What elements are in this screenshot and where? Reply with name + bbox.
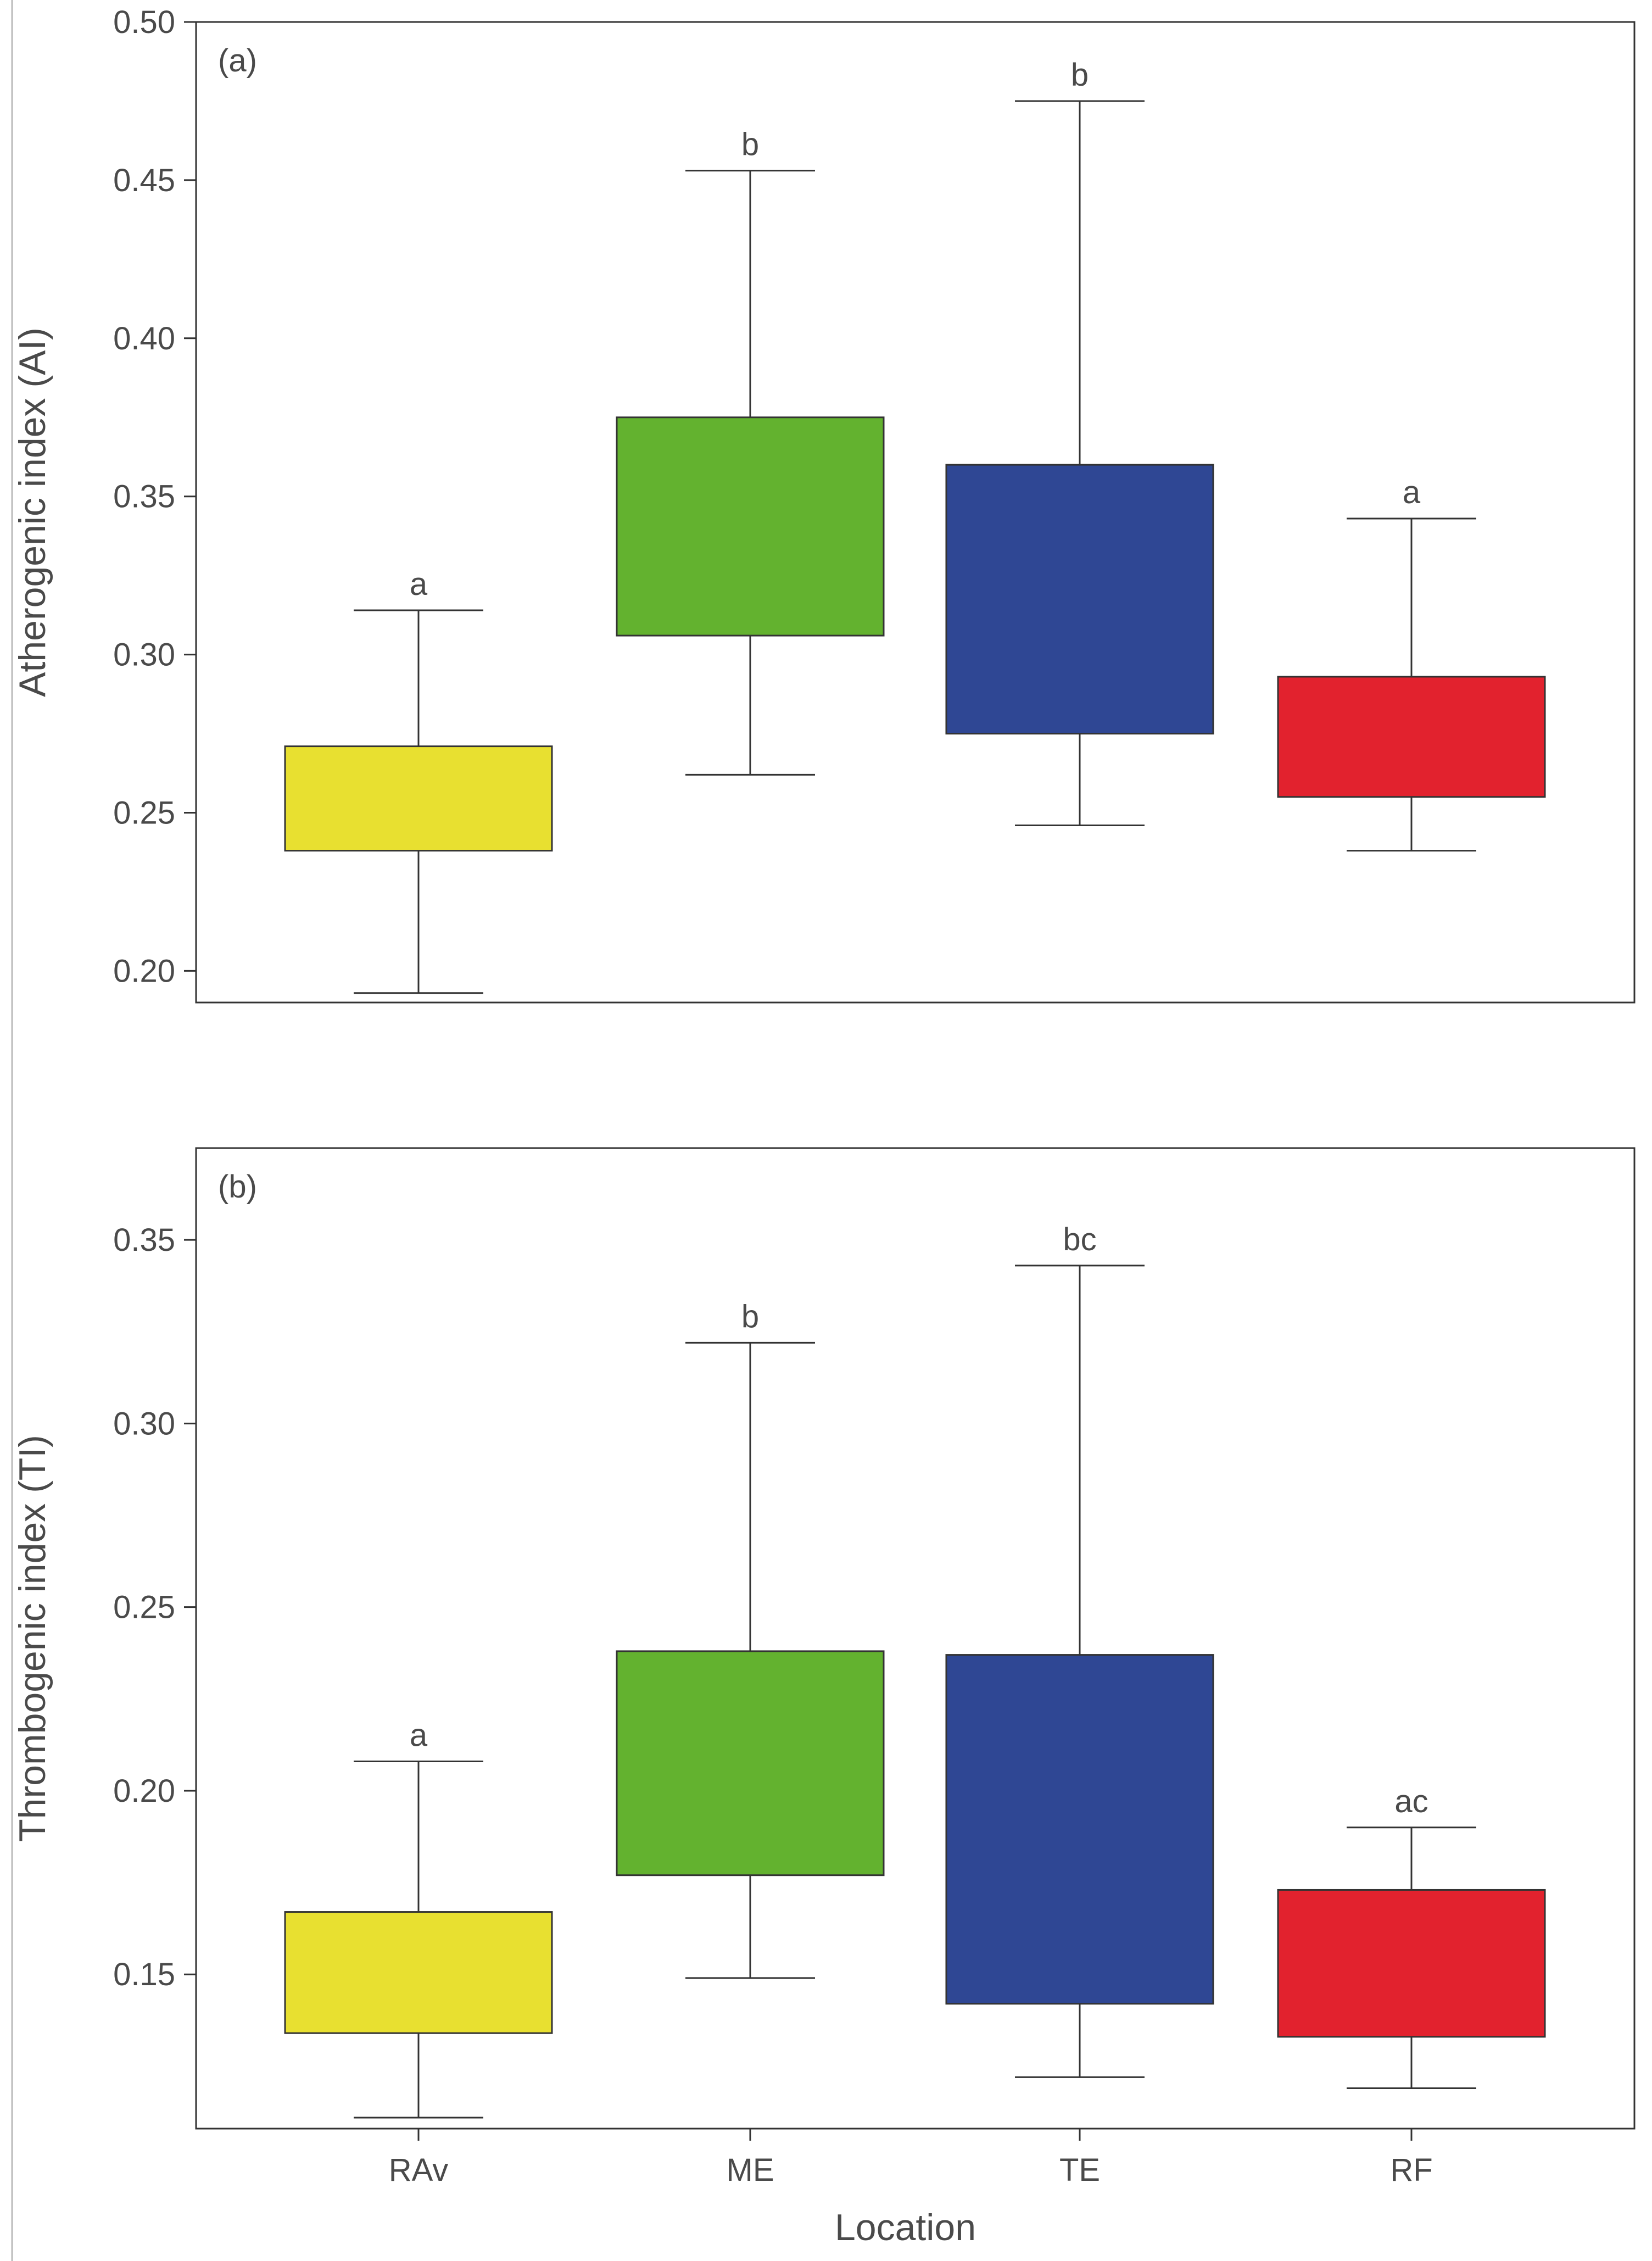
y-tick-label: 0.45 [113, 163, 175, 198]
plot-frame-b [195, 1147, 1636, 2130]
box-rf: ac [1277, 1784, 1546, 2089]
x-tick-label: RF [1390, 2152, 1432, 2188]
y-tick-label: 0.35 [113, 479, 175, 515]
iqr-box [616, 416, 885, 637]
iqr-box [284, 1911, 553, 2034]
iqr-box [1277, 676, 1546, 798]
iqr-box [616, 1650, 885, 1876]
panel-label-b: (b) [218, 1169, 257, 1205]
y-tick-label: 0.25 [113, 1590, 175, 1625]
y-axis-b: 0.15 0.20 0.25 0.30 0.35 [113, 1222, 196, 1992]
significance-letter: b [741, 1299, 759, 1334]
y-axis-a: 0.20 0.25 0.30 0.35 0.40 0.45 0.50 [113, 4, 196, 989]
iqr-box [945, 464, 1214, 735]
y-tick-label: 0.20 [113, 953, 175, 989]
y-tick-label: 0.50 [113, 4, 175, 40]
x-tick-label: RAv [389, 2152, 449, 2188]
box-rav: a [284, 1717, 553, 2119]
significance-letter: a [410, 1717, 428, 1753]
y-tick-label: 0.30 [113, 637, 175, 673]
panel-label-a: (a) [218, 43, 257, 79]
plot-frame-a [195, 21, 1636, 1004]
x-tick-label: TE [1059, 2152, 1100, 2188]
box-rav: a [284, 566, 553, 994]
box-rf: a [1277, 475, 1546, 852]
significance-letter: b [741, 127, 759, 163]
iqr-box [284, 745, 553, 852]
significance-letter: bc [1063, 1222, 1096, 1257]
y-tick-label: 0.20 [113, 1773, 175, 1809]
y-axis-title-a: Atherogenic index (AI) [12, 327, 53, 697]
y-axis-title-b: Thrombogenic index (TI) [12, 1435, 53, 1842]
significance-letter: b [1071, 57, 1089, 93]
y-tick-label: 0.30 [113, 1406, 175, 1441]
significance-letter: ac [1394, 1784, 1428, 1819]
x-axis-b: RAv ME TE RF [389, 2129, 1433, 2188]
x-tick-label: ME [727, 2152, 774, 2188]
boxes-a: a b b a [284, 57, 1546, 994]
box-me: b [616, 127, 885, 776]
iqr-box [945, 1654, 1214, 2005]
box-te: b [945, 57, 1214, 827]
y-tick-label: 0.40 [113, 321, 175, 357]
significance-letter: a [410, 566, 428, 602]
y-tick-label: 0.35 [113, 1222, 175, 1258]
x-axis-title: Location [835, 2207, 976, 2248]
panel-a: (a) Atherogenic index (AI) 0.200.250.300… [12, 4, 1636, 1004]
y-tick-label: 0.15 [113, 1957, 175, 1992]
box-me: b [616, 1299, 885, 1979]
iqr-box [1277, 1889, 1546, 2038]
panel-b: (b) Thrombogenic index (TI) 0.15 0.20 0.25… [12, 1147, 1636, 2248]
y-tick-label: 0.25 [113, 795, 175, 831]
box-te: bc [945, 1222, 1214, 2078]
significance-letter: a [1403, 475, 1421, 510]
boxes-b: a b bc ac [284, 1222, 1546, 2119]
